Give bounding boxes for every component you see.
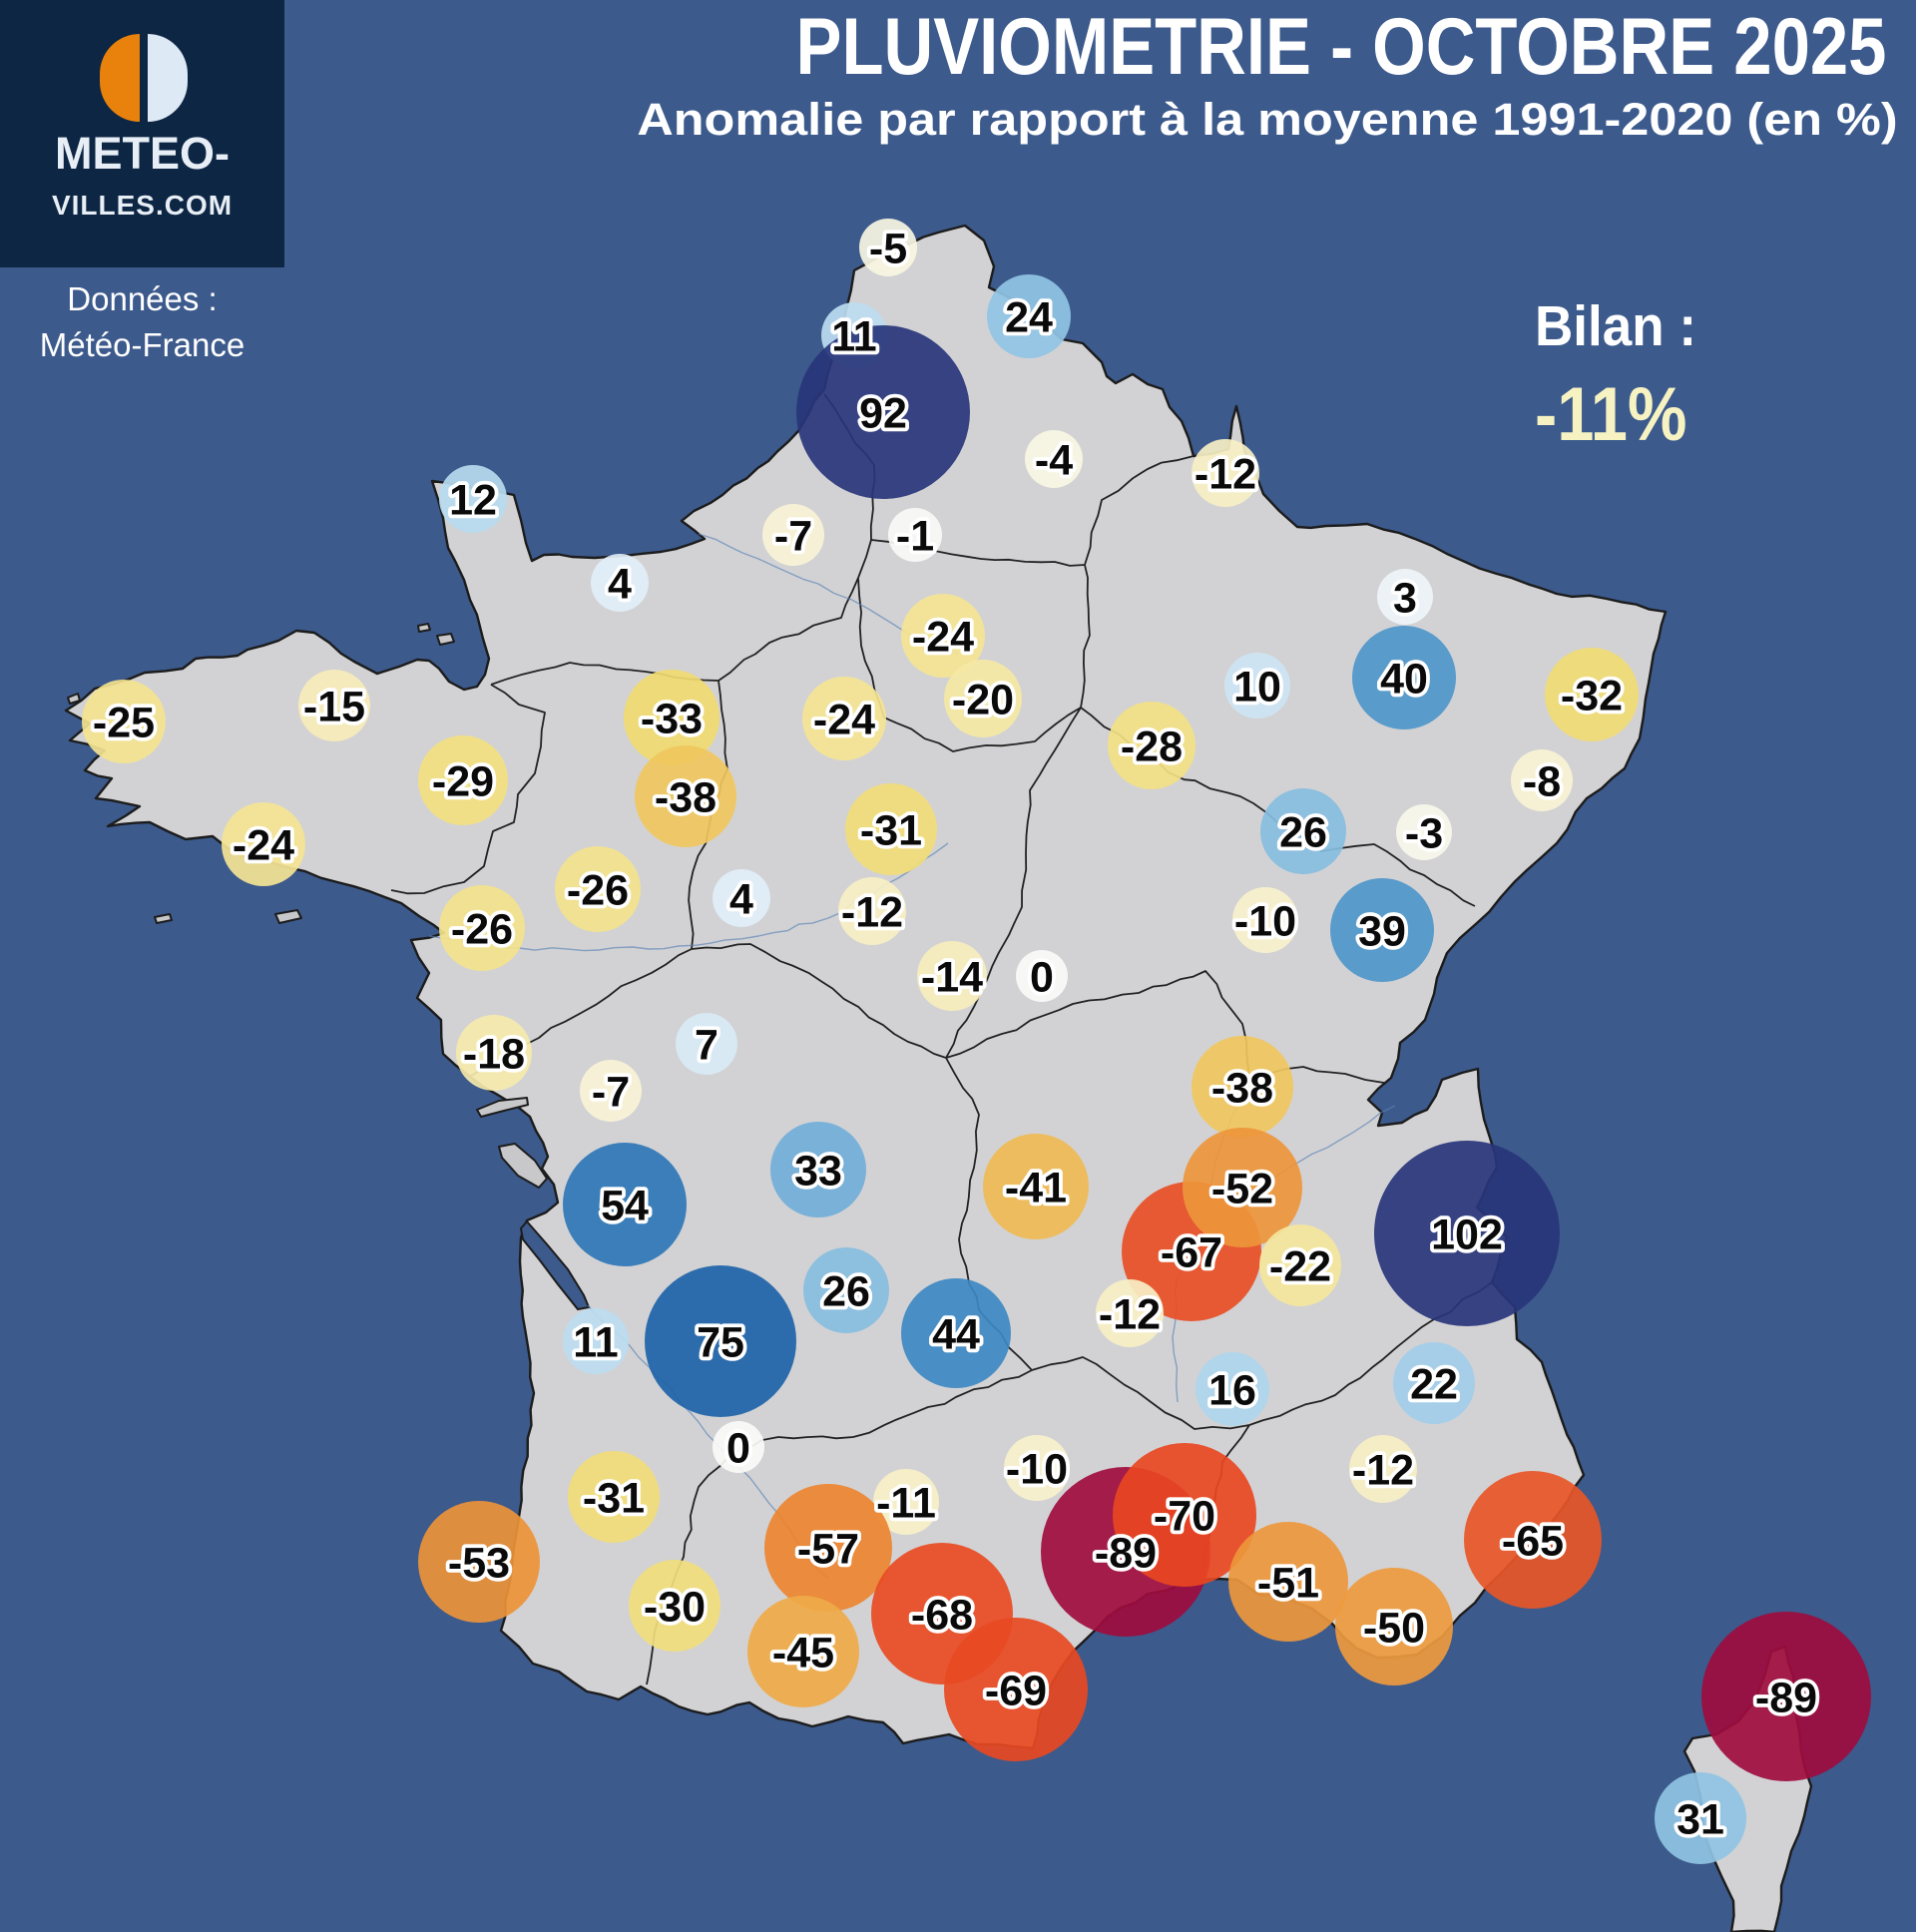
svg-text:-69: -69 [985, 1667, 1047, 1714]
svg-text:-57: -57 [797, 1525, 859, 1573]
svg-text:-26: -26 [567, 866, 629, 914]
svg-text:0: 0 [726, 1424, 750, 1472]
svg-text:-53: -53 [448, 1539, 510, 1587]
svg-text:-1: -1 [896, 512, 934, 560]
svg-text:-24: -24 [912, 613, 974, 661]
svg-text:11: 11 [573, 1318, 618, 1366]
svg-text:-5: -5 [869, 225, 907, 272]
svg-text:12: 12 [449, 476, 497, 524]
svg-text:-51: -51 [1257, 1559, 1319, 1607]
svg-text:4: 4 [608, 560, 632, 608]
svg-text:92: 92 [859, 389, 907, 437]
svg-text:24: 24 [1005, 293, 1053, 341]
svg-text:-7: -7 [774, 512, 812, 560]
svg-text:-28: -28 [1121, 723, 1183, 770]
svg-text:54: 54 [601, 1182, 649, 1229]
svg-text:-10: -10 [1006, 1445, 1068, 1493]
svg-text:-68: -68 [911, 1591, 973, 1639]
svg-text:-67: -67 [1161, 1228, 1222, 1276]
svg-text:-45: -45 [772, 1629, 834, 1677]
svg-text:-33: -33 [641, 695, 703, 742]
svg-text:-25: -25 [93, 699, 155, 746]
svg-text:-12: -12 [841, 888, 903, 936]
svg-text:-31: -31 [860, 806, 922, 854]
svg-text:16: 16 [1208, 1366, 1256, 1414]
svg-text:-24: -24 [813, 696, 875, 743]
svg-text:-52: -52 [1211, 1165, 1273, 1212]
svg-text:-41: -41 [1005, 1164, 1067, 1211]
svg-text:-89: -89 [1095, 1529, 1157, 1577]
svg-text:102: 102 [1431, 1210, 1503, 1258]
svg-text:-29: -29 [432, 757, 494, 805]
svg-text:31: 31 [1676, 1795, 1724, 1843]
svg-text:-11: -11 [876, 1479, 936, 1527]
svg-text:-26: -26 [451, 905, 513, 953]
svg-text:11: 11 [831, 312, 876, 360]
svg-text:-15: -15 [303, 683, 365, 730]
svg-text:26: 26 [822, 1267, 870, 1315]
svg-text:39: 39 [1358, 907, 1406, 955]
svg-text:-89: -89 [1755, 1674, 1817, 1721]
svg-text:33: 33 [794, 1147, 842, 1195]
svg-text:44: 44 [932, 1310, 980, 1358]
svg-text:-12: -12 [1195, 450, 1256, 498]
svg-text:-20: -20 [952, 676, 1014, 724]
svg-text:-38: -38 [655, 773, 717, 821]
svg-text:10: 10 [1233, 663, 1281, 711]
svg-text:-14: -14 [921, 953, 983, 1001]
svg-text:-30: -30 [644, 1583, 706, 1631]
svg-text:-3: -3 [1405, 809, 1443, 857]
svg-text:-70: -70 [1154, 1492, 1215, 1540]
svg-text:40: 40 [1380, 655, 1428, 703]
svg-text:-7: -7 [592, 1068, 630, 1116]
svg-text:26: 26 [1279, 808, 1327, 856]
svg-text:-22: -22 [1269, 1242, 1331, 1290]
svg-text:-12: -12 [1099, 1290, 1161, 1338]
svg-text:-50: -50 [1363, 1604, 1425, 1652]
svg-text:75: 75 [697, 1318, 744, 1366]
svg-text:-24: -24 [233, 821, 294, 869]
svg-text:-4: -4 [1035, 436, 1073, 484]
svg-text:4: 4 [729, 875, 753, 923]
svg-text:-32: -32 [1561, 672, 1623, 720]
svg-text:-10: -10 [1234, 897, 1296, 945]
svg-text:22: 22 [1410, 1360, 1458, 1408]
svg-text:-31: -31 [583, 1474, 645, 1522]
svg-text:-8: -8 [1523, 757, 1561, 805]
svg-text:-38: -38 [1211, 1064, 1273, 1112]
svg-text:3: 3 [1393, 574, 1417, 622]
svg-text:-18: -18 [463, 1030, 525, 1078]
svg-text:-65: -65 [1502, 1517, 1564, 1565]
svg-text:-12: -12 [1352, 1446, 1414, 1494]
svg-text:0: 0 [1030, 953, 1054, 1001]
svg-text:7: 7 [695, 1021, 718, 1069]
